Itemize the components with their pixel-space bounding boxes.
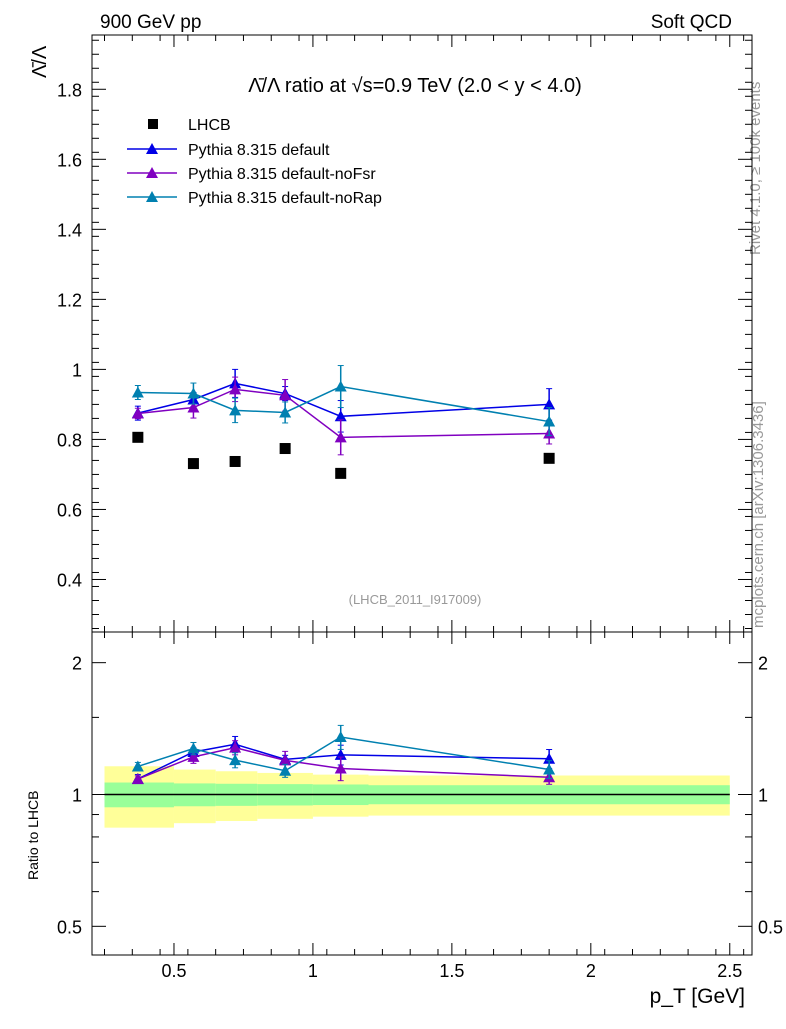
y-tick-label: 1.8 <box>57 80 82 100</box>
ratio-y-tick-label: 0.5 <box>57 917 82 937</box>
series-marker <box>279 764 292 776</box>
series-marker <box>187 742 200 754</box>
series-marker <box>187 750 200 762</box>
series-marker <box>131 386 144 398</box>
lhcb-data-point <box>229 455 241 467</box>
legend-label: Pythia 8.315 default-noRap <box>188 190 382 207</box>
ratio-series-line <box>137 746 550 780</box>
x-tick-label: 1.5 <box>439 961 464 981</box>
y-axis-label: Λ̄/Λ <box>29 45 51 78</box>
series-marker <box>543 415 556 427</box>
legend-marker-lhcb <box>148 119 158 129</box>
y-tick-label: 0.6 <box>57 500 82 520</box>
header-right: Soft QCD <box>651 12 732 33</box>
series-marker <box>279 389 292 401</box>
lhcb-data-point <box>187 458 199 470</box>
mcplots-label: mcplots.cern.ch [arXiv:1306.3436] <box>750 401 767 628</box>
rivet-label: Rivet 4.1.0, ≥ 100k events <box>747 82 764 255</box>
ratio-y-tick-label: 2 <box>72 654 82 674</box>
series-marker <box>334 410 347 422</box>
series-marker <box>279 754 292 766</box>
ratio-y-tick-label-right: 0.5 <box>758 917 783 937</box>
analysis-tag: (LHCB_2011_I917009) <box>349 592 482 607</box>
ratio-panel: 0.5 1 1.5 2 2.5 0.5 0.5 1 1 2 2 <box>57 631 783 981</box>
series-marker <box>131 407 144 419</box>
series-marker <box>187 387 200 399</box>
legend: LHCB Pythia 8.315 default Pythia 8.315 def… <box>127 117 382 207</box>
series-marker <box>334 762 347 774</box>
x-tick-label: 1 <box>308 961 318 981</box>
legend-label: Pythia 8.315 default <box>188 142 330 159</box>
lhcb-data-point <box>279 443 291 455</box>
lhcb-data-point <box>543 452 555 464</box>
y-tick-label: 0.4 <box>57 570 82 590</box>
lhcb-data-point <box>335 467 347 479</box>
x-tick-label: 2 <box>586 961 596 981</box>
x-tick-label: 2.5 <box>717 961 742 981</box>
ratio-y-tick-label-right: 1 <box>758 785 768 805</box>
legend-marker <box>146 167 158 178</box>
series-line <box>137 385 550 423</box>
series-marker <box>279 406 292 418</box>
legend-marker <box>146 143 158 154</box>
series-marker <box>334 431 347 443</box>
chart-title: Λ̄/Λ ratio at √s=0.9 TeV (2.0 < y < 4.0) <box>248 75 582 97</box>
series-marker <box>187 401 200 413</box>
ratio-frame <box>91 631 753 956</box>
main-panel: 0.4 0.6 0.8 1 1.2 1.4 1.6 1.8 <box>57 34 753 955</box>
series-marker <box>229 754 242 766</box>
series-marker <box>131 760 144 772</box>
y-tick-label: 1.2 <box>57 290 82 310</box>
series-marker <box>229 741 242 753</box>
series-marker <box>131 773 144 785</box>
y-tick-label: 1 <box>72 360 82 380</box>
series-marker <box>543 398 556 410</box>
x-axis-label: p_T [GeV] <box>650 985 745 1008</box>
y-tick-label: 0.8 <box>57 430 82 450</box>
series-marker <box>229 383 242 395</box>
y-tick-label: 1.4 <box>57 220 82 240</box>
lhcb-data-point <box>132 431 144 443</box>
y-tick-label: 1.6 <box>57 150 82 170</box>
legend-label-lhcb: LHCB <box>188 117 231 134</box>
ratio-y-tick-label-right: 2 <box>758 654 768 674</box>
legend-marker <box>146 191 158 202</box>
ratio-series-line <box>137 743 550 780</box>
series-marker <box>543 763 556 775</box>
ratio-y-tick-label: 1 <box>72 785 82 805</box>
series-line <box>137 382 550 418</box>
legend-label: Pythia 8.315 default-noFsr <box>188 166 376 183</box>
ratio-series-line <box>137 736 550 772</box>
series-marker <box>334 731 347 743</box>
series-marker <box>229 404 242 416</box>
ratio-y-axis-label: Ratio to LHCB <box>25 791 41 880</box>
x-tick-label: 0.5 <box>161 961 186 981</box>
series-marker <box>334 380 347 392</box>
header-left: 900 GeV pp <box>100 12 201 33</box>
series-line <box>137 388 550 439</box>
